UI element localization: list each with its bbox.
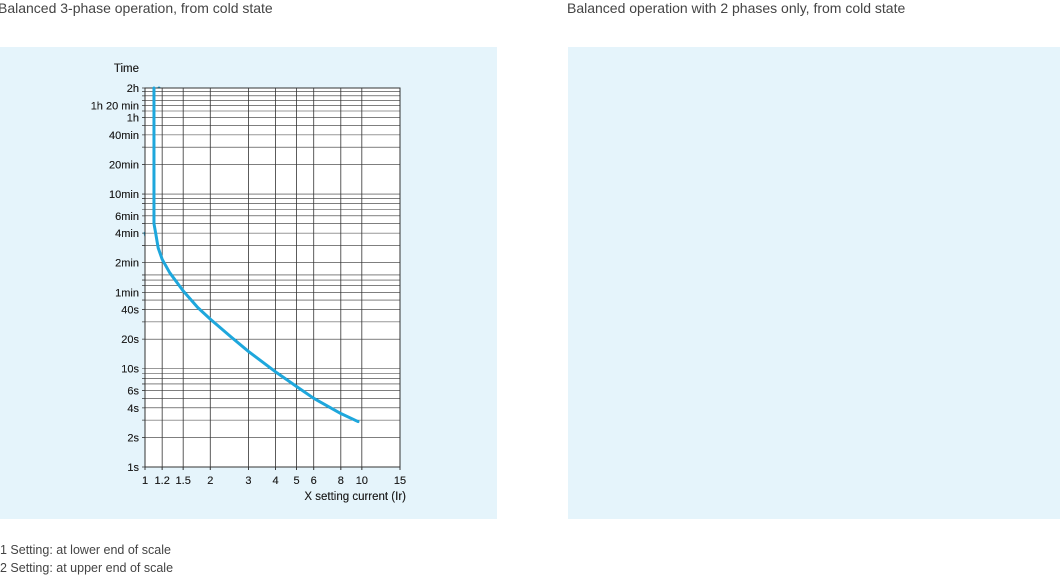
x-tick-label: 15 [394, 475, 406, 487]
x-tick-label: 1.5 [176, 475, 191, 487]
y-tick-label: 1s [127, 462, 139, 474]
x-tick-label: 15 [394, 475, 406, 487]
x-tick-label: 1 [142, 475, 148, 487]
y-tick-label: 10s [121, 364, 139, 376]
y-tick-label: 20min [109, 159, 139, 171]
trip-curve-series-1 [152, 86, 360, 424]
x-tick-label: 3 [245, 475, 251, 487]
plot-frame [144, 87, 401, 468]
y-tick-label: 1min [115, 287, 139, 299]
x-tick-label: 6 [311, 475, 317, 487]
y-tick-label: 10s [121, 364, 139, 376]
y-tick-label: 1h 20 min [91, 100, 139, 112]
x-tick-label: 6 [311, 475, 317, 487]
y-tick-label: 4s [127, 403, 139, 415]
x-tick-label: 10 [356, 475, 368, 487]
y-tick-label: 4s [127, 403, 139, 415]
y-tick-label: 40s [121, 305, 139, 317]
y-axis-label: Time [114, 63, 139, 75]
x-tick-label: 2 [207, 475, 213, 487]
note-setting-1: 1 Setting: at lower end of scale [0, 543, 171, 557]
x-tick-label: 8 [338, 475, 344, 487]
y-tick-label: 4min [115, 228, 139, 240]
y-tick-label: 1h 20 min [91, 100, 139, 112]
y-tick-label: 20min [109, 159, 139, 171]
plot-area [145, 88, 400, 467]
y-tick-label: 1min [115, 287, 139, 299]
y-tick-label: 6min [115, 211, 139, 223]
y-tick-label: 2min [115, 258, 139, 270]
y-tick-label: 20s [121, 334, 139, 346]
x-tick-label: 2 [207, 475, 213, 487]
chart-panel-right: 2h 1h 20 min 1h 40min 20min 10min 6min 4min 2min… [91, 47, 1060, 519]
x-tick-label: 4 [272, 475, 278, 487]
y-tick-label: 10min [109, 189, 139, 201]
x-tick-label: 1.2 [155, 475, 170, 487]
x-tick-label: 10 [356, 475, 368, 487]
x-tick-label: 3 [245, 475, 251, 487]
y-tick-label: 2min [115, 258, 139, 270]
y-tick-label: 40min [109, 130, 139, 142]
x-tick-label: 1.2 [155, 475, 170, 487]
x-tick-label: 1 [142, 475, 148, 487]
x-tick-label: 8 [338, 475, 344, 487]
x-axis-label: X setting current (Ir) [304, 491, 406, 503]
y-tick-label: 4min [115, 228, 139, 240]
y-tick-label: 1h [127, 113, 139, 125]
y-tick-label: 2s [127, 432, 139, 444]
x-tick-label: 5 [293, 475, 299, 487]
y-tick-label: 10min [109, 189, 139, 201]
y-tick-label: 2s [127, 432, 139, 444]
notes: 1 Setting: at lower end of scale 2 Setti… [0, 541, 173, 577]
y-tick-label: 6s [127, 386, 139, 398]
x-tick-label: 5 [293, 475, 299, 487]
y-tick-label: 1s [127, 462, 139, 474]
y-tick-label: 6min [115, 211, 139, 223]
y-axis-label: Time [114, 63, 139, 75]
y-tick-label: 40min [109, 130, 139, 142]
x-tick-label: 1.5 [176, 475, 191, 487]
y-tick-label: 6s [127, 386, 139, 398]
note-setting-2: 2 Setting: at upper end of scale [0, 561, 174, 575]
chart-title-left: Balanced 3-phase operation, from cold st… [0, 0, 273, 16]
chart-title-right: Balanced operation with 2 phases only, f… [567, 0, 906, 16]
y-tick-label: 20s [121, 334, 139, 346]
y-tick-label: 2h [127, 83, 139, 95]
x-tick-label: 4 [272, 475, 278, 487]
x-axis-label: X setting current (Ir) [304, 491, 406, 503]
y-tick-label: 40s [121, 305, 139, 317]
y-tick-label: 2h [127, 83, 139, 95]
y-tick-label: 1h [127, 113, 139, 125]
